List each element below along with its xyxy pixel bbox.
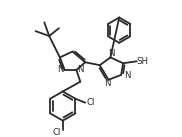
Text: N: N [58, 65, 64, 74]
Text: N: N [104, 79, 111, 88]
Text: N: N [108, 49, 115, 58]
Text: SH: SH [136, 57, 149, 66]
Text: N: N [77, 65, 84, 74]
Text: N: N [124, 71, 130, 80]
Text: Cl: Cl [53, 128, 61, 137]
Text: Cl: Cl [87, 98, 95, 107]
